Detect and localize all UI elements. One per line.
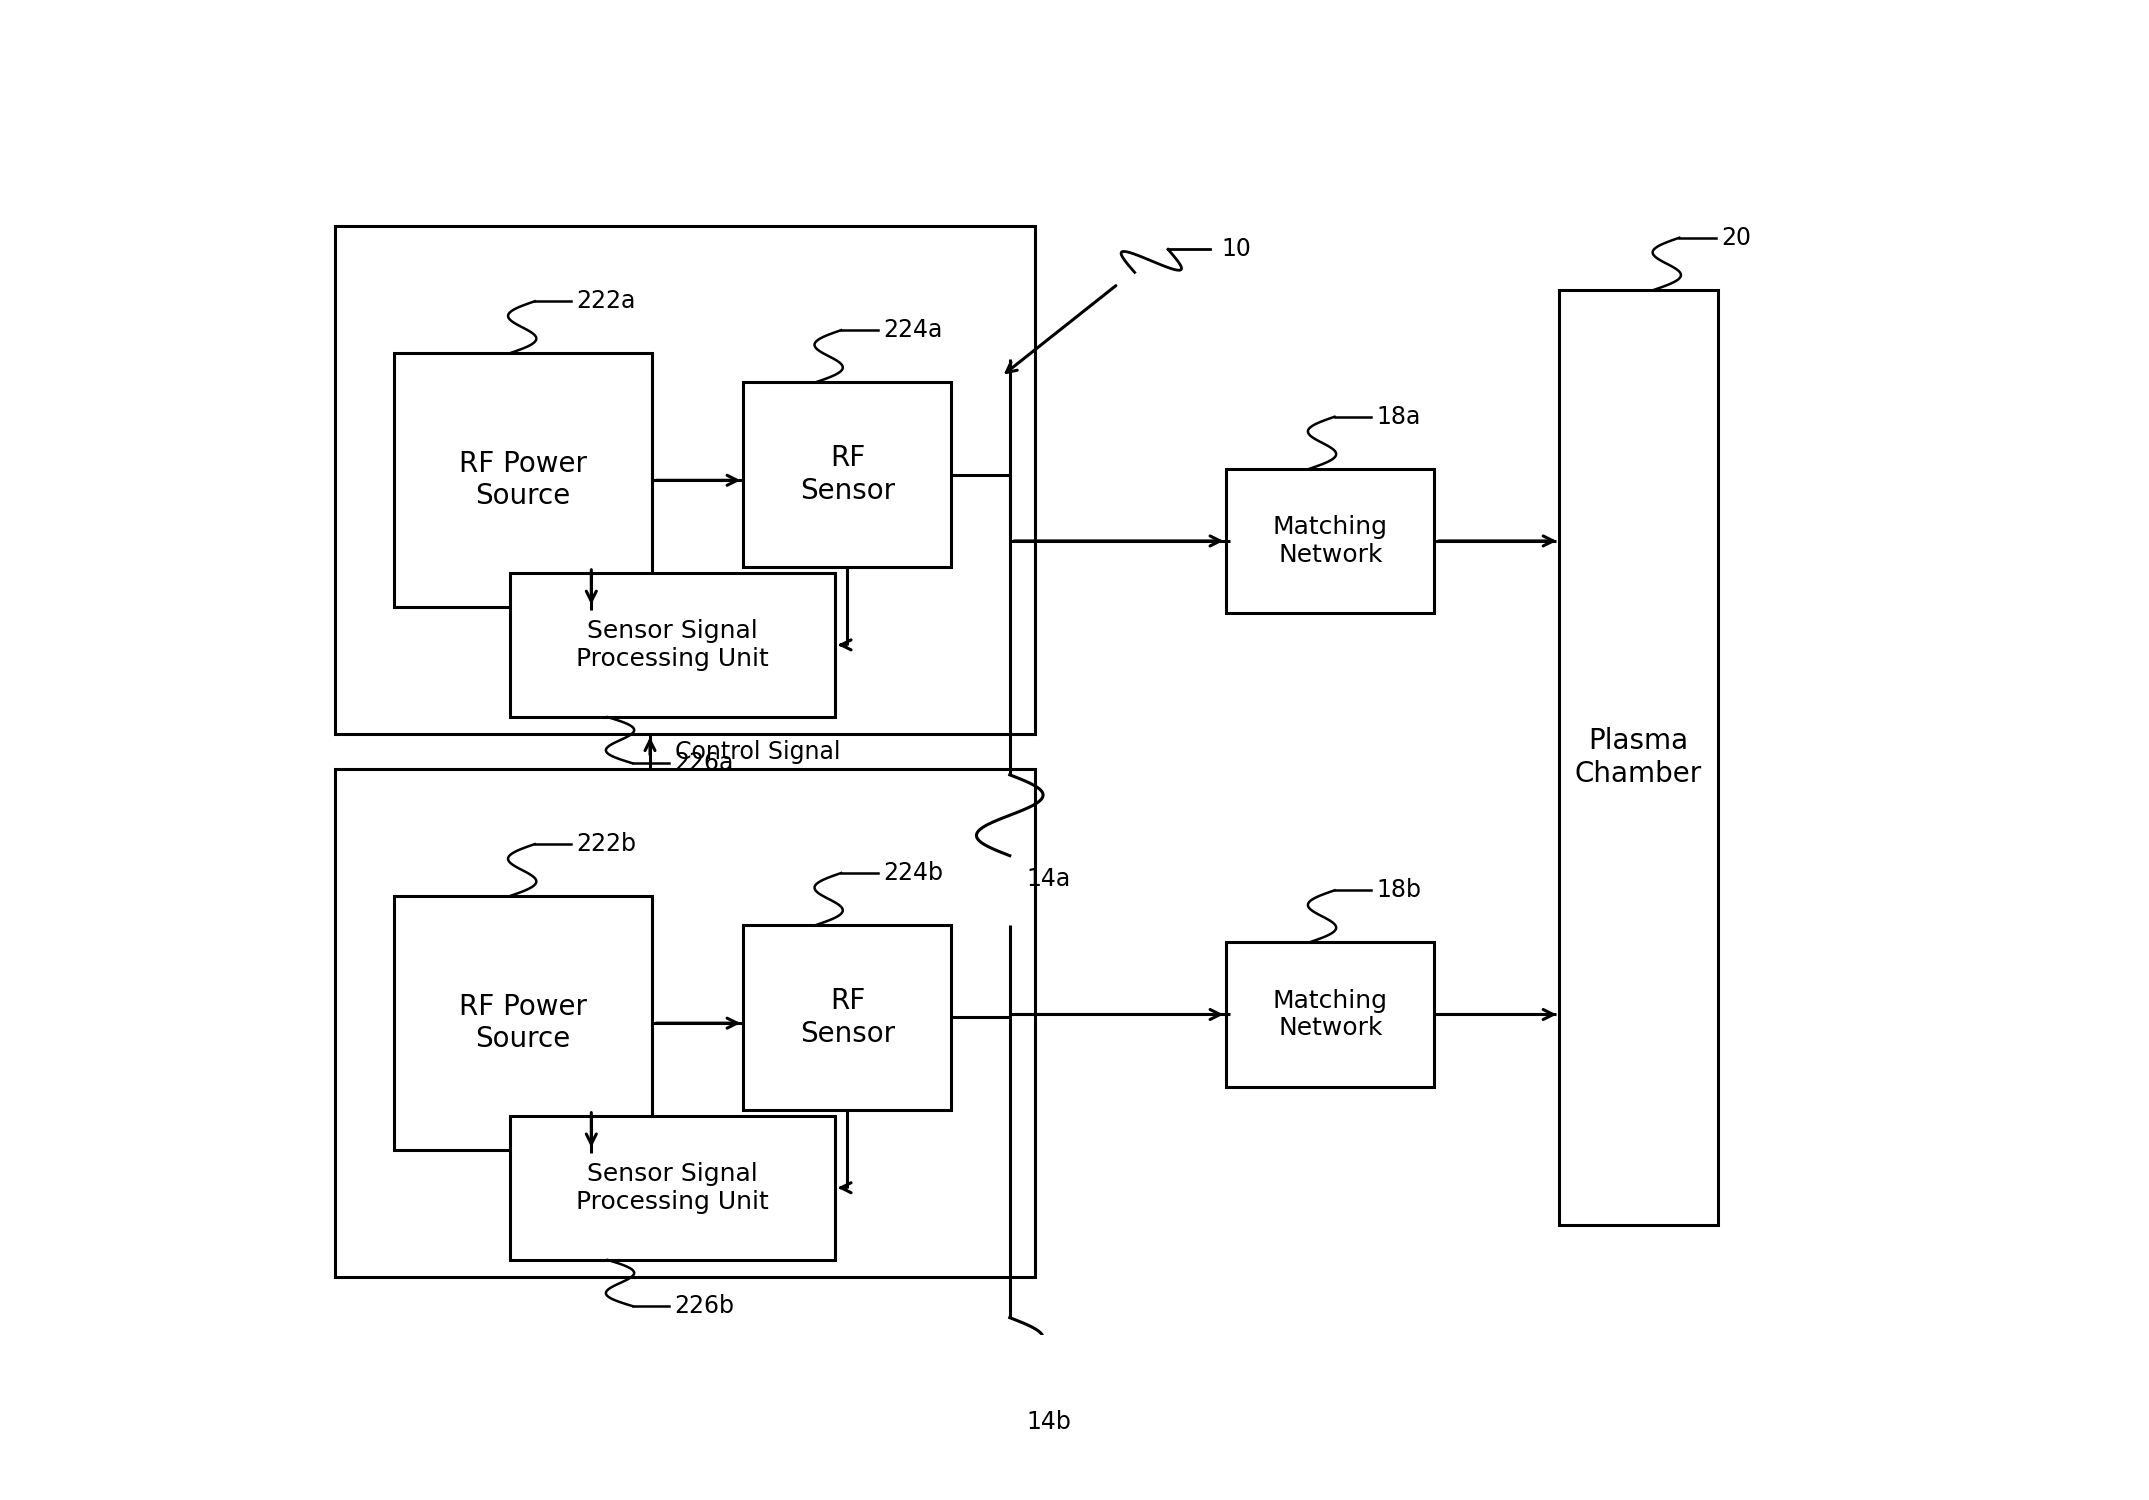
- Text: 18b: 18b: [1375, 879, 1420, 903]
- Bar: [509, 1116, 836, 1260]
- Text: 10: 10: [1221, 237, 1251, 261]
- Text: RF
Sensor: RF Sensor: [799, 987, 894, 1047]
- Text: Matching
Network: Matching Network: [1272, 988, 1388, 1041]
- Bar: [1227, 468, 1436, 614]
- Text: 226a: 226a: [675, 752, 733, 776]
- Bar: [744, 926, 952, 1110]
- Text: RF Power
Source: RF Power Source: [458, 450, 587, 510]
- Text: RF
Sensor: RF Sensor: [799, 444, 894, 504]
- Bar: [1560, 290, 1717, 1226]
- Bar: [393, 354, 651, 608]
- Text: 14a: 14a: [1027, 867, 1070, 891]
- Bar: [335, 226, 1036, 735]
- Bar: [335, 770, 1036, 1278]
- Text: 224b: 224b: [883, 861, 943, 885]
- Text: 20: 20: [1721, 226, 1751, 249]
- Text: 14b: 14b: [1027, 1410, 1072, 1434]
- Text: 222b: 222b: [576, 833, 636, 856]
- Text: 222a: 222a: [576, 290, 636, 314]
- Text: Control Signal: Control Signal: [675, 740, 840, 764]
- Bar: [393, 896, 651, 1150]
- Text: 226b: 226b: [675, 1294, 735, 1318]
- Text: Plasma
Chamber: Plasma Chamber: [1575, 728, 1702, 788]
- Text: Sensor Signal
Processing Unit: Sensor Signal Processing Unit: [576, 620, 769, 670]
- Bar: [1227, 942, 1436, 1086]
- Text: RF Power
Source: RF Power Source: [458, 993, 587, 1053]
- Text: 18a: 18a: [1375, 405, 1420, 429]
- Text: Matching
Network: Matching Network: [1272, 514, 1388, 567]
- Text: Sensor Signal
Processing Unit: Sensor Signal Processing Unit: [576, 1162, 769, 1214]
- Text: 224a: 224a: [883, 318, 941, 342]
- Bar: [509, 573, 836, 717]
- Bar: [744, 382, 952, 567]
